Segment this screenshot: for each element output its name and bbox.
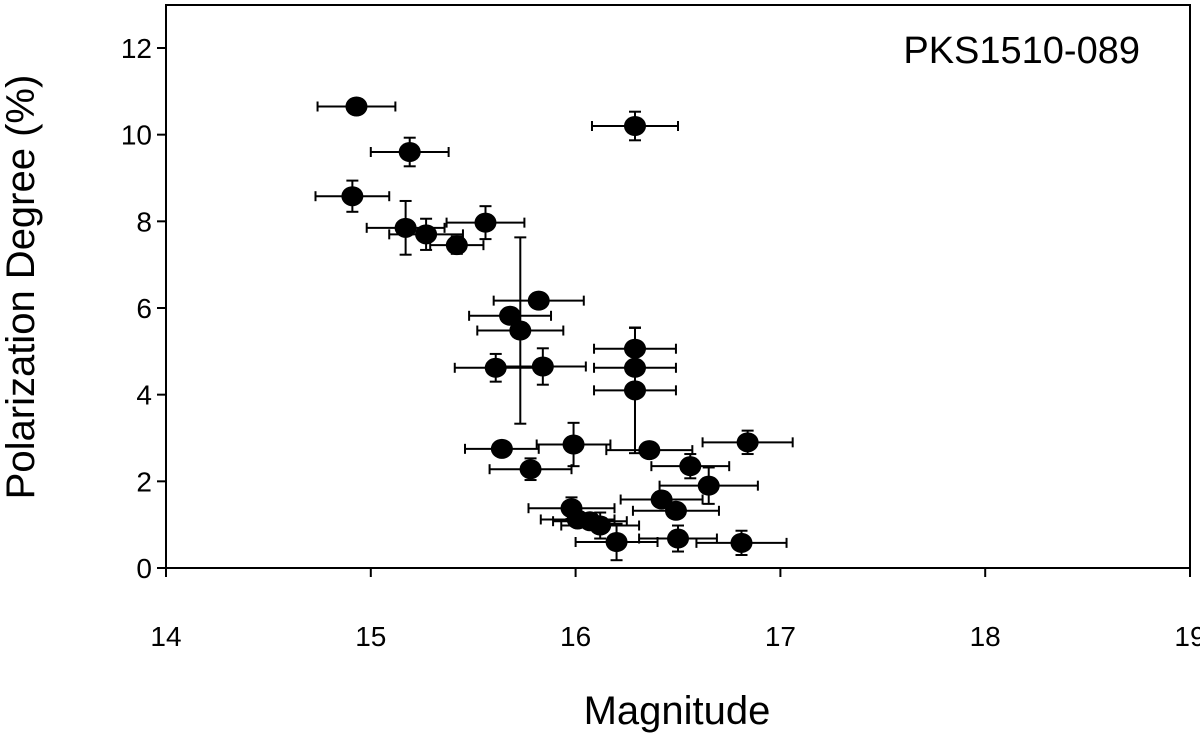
data-point [527, 290, 550, 311]
data-point [474, 212, 497, 233]
y-tick-label: 4 [136, 380, 152, 411]
data-point [623, 338, 646, 359]
data-point [398, 142, 421, 162]
data-point [341, 186, 364, 207]
y-axis-ticks: 0 2 4 6 8 10 12 [121, 33, 166, 584]
y-tick-label: 2 [136, 466, 152, 497]
y-tick-label: 0 [136, 553, 152, 584]
data-point [531, 356, 554, 377]
y-tick-label: 8 [136, 206, 152, 237]
y-tick-label: 12 [121, 33, 152, 64]
y-tick-label: 10 [121, 120, 152, 151]
data-point [445, 235, 468, 256]
data-point [664, 500, 687, 521]
data-point [484, 357, 507, 378]
data-point [697, 475, 720, 496]
x-axis-ticks: 14 15 16 17 18 19 [150, 568, 1200, 652]
markers [341, 96, 759, 553]
data-point [736, 432, 759, 453]
data-point [394, 217, 417, 238]
data-point [490, 438, 513, 459]
data-point [562, 434, 585, 455]
x-axis-title: Magnitude [584, 689, 771, 733]
annotation-label: PKS1510-089 [903, 30, 1140, 72]
data-point [730, 532, 753, 553]
x-tick-label: 14 [150, 621, 181, 652]
data-point [345, 96, 368, 117]
plot-area [165, 4, 1191, 569]
x-tick-label: 17 [765, 621, 796, 652]
data-point [415, 224, 438, 245]
x-tick-label: 19 [1174, 621, 1200, 652]
data-point [509, 320, 532, 341]
y-axis-title: Polarization Degree (%) [0, 75, 43, 500]
data-point [605, 532, 628, 552]
data-point [650, 489, 673, 510]
x-tick-label: 16 [560, 621, 591, 652]
data-point [667, 528, 689, 549]
data-point [589, 515, 612, 536]
x-tick-label: 18 [970, 621, 1001, 652]
data-point [519, 459, 542, 480]
data-point [499, 305, 522, 326]
data-point [623, 116, 646, 136]
data-point [623, 380, 646, 401]
data-point [679, 456, 702, 477]
data-point [623, 357, 646, 378]
x-tick-label: 15 [355, 621, 386, 652]
data-point [638, 440, 661, 461]
y-tick-label: 6 [136, 293, 152, 324]
